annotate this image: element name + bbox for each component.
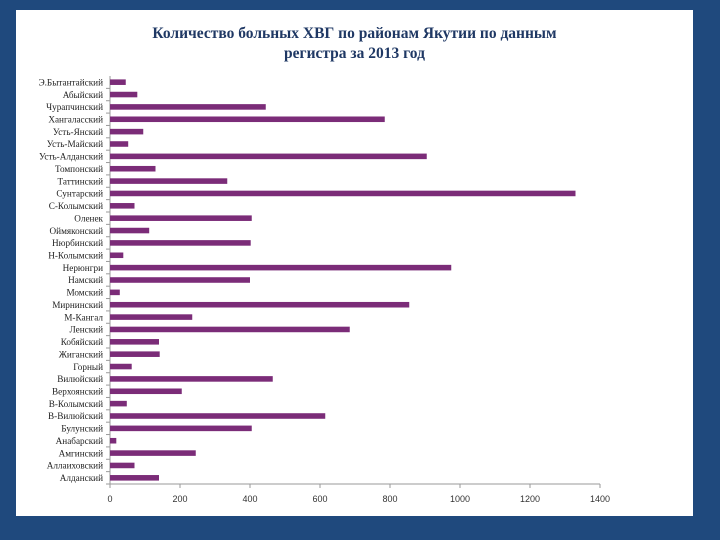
category-label: Амгинский [59,448,104,458]
bar [110,388,182,395]
bar-chart: Алданский Аллаиховский Амгинский Анабарский… [39,76,610,504]
bar [110,165,156,172]
category-label: Таттинский [58,176,104,186]
x-tick-label: 1400 [590,494,610,504]
category-label: Булунский [61,424,103,434]
category-label: Н-Колымский [48,250,103,260]
bar [110,400,127,407]
bar [110,351,160,357]
slide-panel: Количество больных ХВГ по районам Якутии… [16,10,693,516]
bar [110,203,135,209]
category-label: С-Колымский [49,201,103,211]
bar [110,376,273,382]
bar [110,104,266,110]
x-tick-label: 400 [242,494,257,504]
bar [110,413,326,419]
category-label: Нюрбинский [52,238,103,248]
chart-title: Количество больных ХВГ по районам Якутии… [16,24,693,64]
bar [110,79,126,85]
category-label: Оймяконский [50,226,104,236]
category-label: В-Вилюйский [48,411,103,421]
category-label: Чурапчинский [46,102,103,112]
category-label: Хангаласский [48,114,103,124]
bar [110,252,124,259]
category-label: Момский [66,288,103,298]
category-label: Анабарский [56,436,103,446]
x-tick-label: 600 [312,494,327,504]
category-label: Нерюнгри [63,263,103,273]
bar [110,277,250,283]
category-label: Аллаиховский [47,461,103,471]
category-label: В-Колымский [49,399,103,409]
bar [110,116,385,123]
bar [110,450,196,456]
x-tick-label: 800 [382,494,397,504]
category-label: Вилюйский [57,374,103,384]
bar [110,215,252,221]
bar [110,314,193,320]
category-label: Намский [68,275,103,285]
bar [110,363,132,370]
category-label: Э.Бытантайский [39,77,104,87]
bar [110,437,117,444]
category-label: Усть-Алданский [39,152,103,162]
category-label: Ленский [69,325,103,335]
category-label: Алданский [60,473,103,483]
category-label: Кобяйский [61,337,103,347]
bar [110,264,452,271]
bar [110,153,427,160]
bar [110,91,138,98]
category-label: Оленек [74,213,103,223]
bar [110,128,144,135]
x-tick-label: 0 [107,494,112,504]
bar [110,326,350,333]
category-label: Горный [73,362,103,372]
bar [110,240,251,246]
category-label: Абыйский [63,90,103,100]
category-label: Верхоянский [52,386,103,396]
bar [110,301,410,308]
category-label: М-Кангал [64,312,103,322]
category-label: Жиганский [59,349,103,359]
category-label: Сунтарский [56,189,103,199]
bar [110,425,252,432]
bar [110,141,129,147]
bar [110,190,576,197]
category-label: Мирнинский [52,300,103,310]
x-tick-label: 1000 [450,494,470,504]
chart-title-line-1: Количество больных ХВГ по районам Якутии… [152,25,557,42]
x-tick-label: 200 [172,494,187,504]
category-label: Томпонский [55,164,103,174]
bar [110,289,120,296]
chart-title-line-2: регистра за 2013 год [284,45,425,62]
bar [110,475,159,481]
category-label: Усть-Янский [53,127,103,137]
category-label: Усть-Майский [47,139,103,149]
bar [110,227,150,234]
bar [110,462,135,469]
x-tick-label: 1200 [520,494,540,504]
bar [110,339,159,345]
bar [110,178,228,184]
